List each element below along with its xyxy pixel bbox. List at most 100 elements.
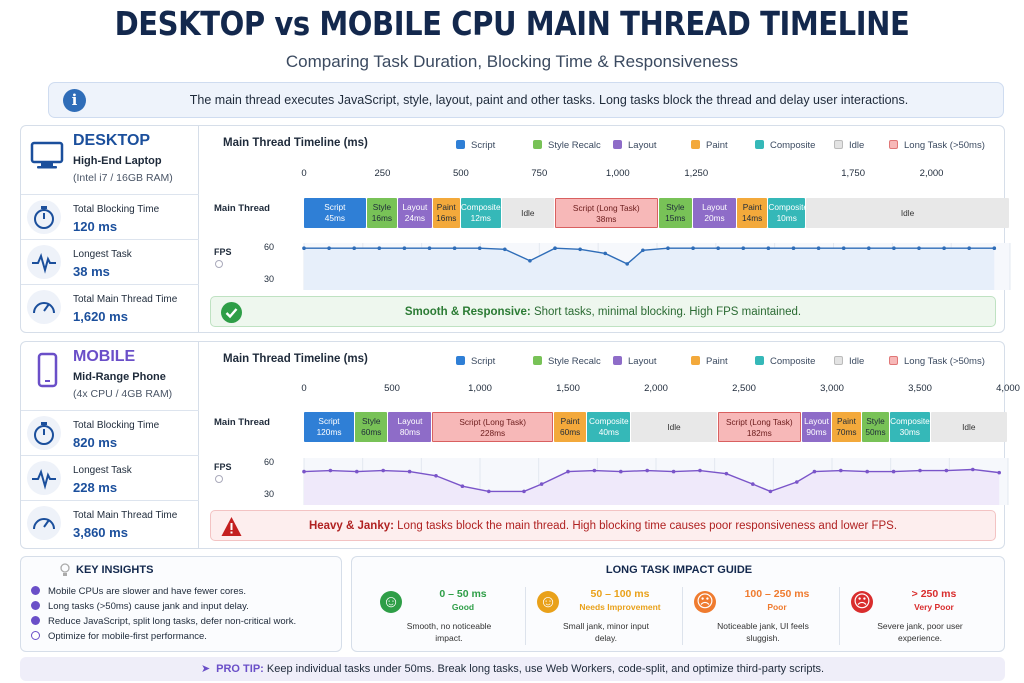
check-circle-icon	[221, 302, 242, 323]
status-banner: Smooth & Responsive: Short tasks, minima…	[210, 296, 996, 327]
gauge-icon	[33, 302, 55, 314]
task-segment: Idle	[501, 198, 554, 228]
x-tick-label: 0	[301, 168, 307, 179]
metric-label: Total Main Thread Time	[73, 294, 178, 305]
task-name: Style	[372, 202, 392, 212]
help-icon	[215, 260, 223, 268]
fps-point	[867, 246, 871, 251]
metric-value: 3,860 ms	[73, 525, 128, 540]
task-segment: Style 60ms	[355, 412, 388, 442]
device-title: DESKTOP	[73, 132, 151, 149]
task-duration: 24ms	[404, 213, 426, 223]
fps-point	[327, 246, 331, 251]
mobile-panel: MOBILE Mid-Range Phone (4x CPU / 4GB RAM…	[20, 341, 1020, 549]
fps-point	[812, 469, 817, 474]
fps-point	[944, 468, 949, 473]
x-tick-label: 3,000	[820, 383, 844, 394]
task-duration: 70ms	[836, 427, 857, 437]
fps-point	[528, 258, 532, 263]
fps-point	[352, 246, 357, 251]
task-segment: Layout 90ms	[802, 412, 831, 442]
task-duration: 45ms	[324, 213, 346, 223]
metric-longest-task: Longest Task 38 ms	[21, 239, 199, 284]
lightbulb-icon	[60, 563, 70, 576]
task-name: Paint	[436, 202, 456, 212]
task-name: Script	[318, 416, 340, 426]
fps-point	[666, 246, 670, 251]
insight-item: Mobile CPUs are slower and have fewer co…	[31, 586, 246, 597]
stopwatch-icon	[34, 206, 54, 229]
legend-item: Long Task (>50ms)	[889, 356, 985, 367]
legend-swatch	[889, 140, 898, 149]
pulse-icon	[32, 253, 56, 274]
fps-point	[302, 246, 306, 251]
x-tick-label: 2,000	[644, 383, 668, 394]
fps-point	[997, 470, 1001, 475]
x-tick-label: 4,000	[996, 383, 1020, 394]
legend-item: Idle	[834, 356, 864, 367]
task-duration: 50ms	[865, 427, 886, 437]
divider	[525, 587, 526, 645]
task-segment: Idle	[806, 198, 1009, 228]
task-duration: 182ms	[746, 428, 772, 438]
impact-range: > 250 ms	[911, 588, 957, 600]
impact-label: Very Poor	[914, 602, 954, 612]
task-name: Script (Long Task)	[725, 417, 793, 427]
impact-label: Good	[451, 602, 475, 612]
laptop-icon	[30, 141, 64, 169]
device-name: High-End Laptop	[73, 155, 162, 167]
task-duration: 30ms	[899, 427, 920, 437]
legend-swatch	[456, 140, 465, 149]
metric-value: 1,620 ms	[73, 309, 128, 324]
task-name: Idle	[667, 422, 681, 432]
legend-item: Paint	[691, 356, 728, 367]
task-segment: Paint 16ms	[432, 198, 460, 228]
x-tick-label: 1,250	[684, 168, 709, 179]
task-segment: Composite 30ms	[890, 412, 930, 442]
fps-point	[671, 469, 676, 474]
fps-point	[381, 468, 385, 473]
task-segment: Composite 12ms	[460, 198, 501, 228]
impact-level: ☹ 100 – 250 ms Poor Noticeable jank, UI fee…	[682, 587, 838, 647]
divider	[682, 587, 683, 645]
fps-line-chart	[302, 243, 1011, 290]
fps-point	[603, 251, 608, 256]
fps-point	[487, 489, 491, 494]
fps-line-chart	[302, 458, 1009, 505]
impact-range: 100 – 250 ms	[744, 588, 810, 600]
info-text: The main thread executes JavaScript, sty…	[189, 93, 909, 107]
page-subtitle: Comparing Task Duration, Blocking Time &…	[285, 52, 739, 71]
bullet-icon	[31, 631, 40, 640]
fps-point	[971, 467, 975, 472]
mobile-timeline-chart: Main Thread Timeline (ms) Main Thread FP…	[200, 342, 1020, 548]
task-name: Paint	[742, 202, 762, 212]
task-duration: 16ms	[371, 213, 393, 223]
fps-point	[522, 489, 526, 494]
task-name: Script (Long Task)	[459, 417, 527, 427]
sad-face-icon: ☹	[694, 591, 716, 613]
metric-longest-task: Longest Task 228 ms	[21, 455, 199, 500]
fps-point	[839, 468, 843, 473]
impact-level: ☺ 0 – 50 ms Good Smooth, no noticeable impac…	[374, 587, 524, 647]
task-duration: 90ms	[806, 427, 827, 437]
task-segment: Script 120ms	[304, 412, 355, 442]
legend-item: Style Recalc	[533, 140, 601, 151]
task-name: Style	[362, 416, 381, 426]
task-name: Layout	[804, 416, 829, 426]
impact-description: Severe jank, poor user experience.	[877, 621, 963, 643]
task-duration: 60ms	[559, 427, 581, 437]
task-duration: 40ms	[598, 427, 619, 437]
pro-tip-banner: ➤ PRO TIP: Keep individual tasks under 50…	[20, 657, 1005, 681]
fps-label: FPS	[214, 462, 232, 472]
legend-item: Composite	[755, 140, 815, 151]
fps-point	[698, 468, 702, 473]
x-tick-label: 2,500	[732, 383, 756, 394]
long-task-guide: LONG TASK IMPACT GUIDE ☺ 0 – 50 ms Good Smo…	[351, 556, 1005, 652]
fps-point	[645, 468, 649, 473]
legend-item: Long Task (>50ms)	[889, 140, 985, 151]
task-segment: Idle	[930, 412, 1007, 442]
fps-point	[452, 246, 457, 251]
metric-value: 38 ms	[73, 264, 110, 279]
warning-icon	[221, 517, 242, 536]
impact-range: 0 – 50 ms	[439, 588, 487, 600]
